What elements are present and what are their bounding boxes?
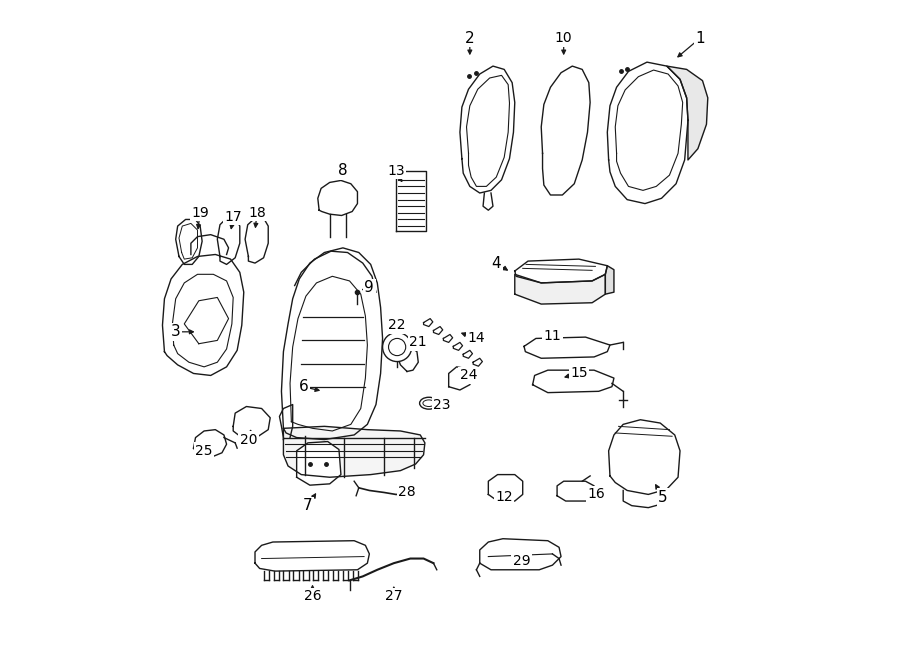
Text: 21: 21 (410, 335, 427, 350)
Polygon shape (233, 407, 270, 438)
Text: 15: 15 (570, 366, 588, 381)
Polygon shape (480, 539, 561, 570)
Text: 17: 17 (224, 210, 242, 224)
Text: 13: 13 (387, 163, 405, 178)
Text: 11: 11 (544, 329, 562, 343)
Text: 20: 20 (239, 432, 257, 447)
Polygon shape (396, 171, 426, 231)
Polygon shape (255, 541, 369, 571)
Polygon shape (460, 66, 515, 193)
Polygon shape (245, 218, 268, 263)
Text: 26: 26 (303, 589, 321, 603)
Polygon shape (282, 248, 382, 440)
Text: 5: 5 (658, 490, 668, 504)
Text: 19: 19 (192, 206, 209, 220)
Text: 4: 4 (491, 256, 501, 270)
Text: 18: 18 (248, 206, 266, 220)
Polygon shape (217, 218, 239, 264)
Polygon shape (397, 346, 418, 371)
Polygon shape (297, 442, 341, 485)
Text: 22: 22 (389, 318, 406, 332)
Polygon shape (515, 274, 606, 304)
Text: 8: 8 (338, 163, 347, 178)
Polygon shape (557, 481, 596, 501)
Text: 24: 24 (460, 368, 477, 383)
Ellipse shape (419, 397, 438, 409)
Text: 28: 28 (398, 485, 416, 500)
Polygon shape (489, 475, 523, 501)
Polygon shape (606, 266, 614, 294)
Polygon shape (608, 420, 680, 494)
Text: 27: 27 (385, 589, 402, 603)
Ellipse shape (423, 400, 435, 407)
Text: 3: 3 (171, 325, 181, 339)
Text: 7: 7 (303, 498, 312, 513)
Text: 25: 25 (195, 444, 213, 458)
Polygon shape (524, 337, 610, 358)
Circle shape (382, 332, 411, 362)
Polygon shape (541, 66, 590, 195)
Polygon shape (533, 370, 614, 393)
Polygon shape (194, 430, 227, 457)
Polygon shape (318, 180, 357, 215)
Text: 14: 14 (468, 331, 485, 346)
Polygon shape (515, 259, 608, 283)
Text: 9: 9 (364, 280, 374, 295)
Polygon shape (176, 219, 202, 264)
Text: 10: 10 (555, 31, 572, 46)
Polygon shape (449, 367, 473, 390)
Text: 23: 23 (433, 397, 451, 412)
Text: 1: 1 (695, 31, 705, 46)
Polygon shape (284, 426, 425, 477)
Polygon shape (608, 62, 688, 204)
Text: 16: 16 (588, 487, 606, 502)
Polygon shape (163, 254, 244, 375)
Text: 6: 6 (299, 379, 308, 394)
Circle shape (389, 338, 406, 356)
Polygon shape (667, 66, 707, 160)
Text: 29: 29 (513, 553, 530, 568)
Text: 2: 2 (465, 31, 474, 46)
Text: 12: 12 (495, 490, 513, 504)
